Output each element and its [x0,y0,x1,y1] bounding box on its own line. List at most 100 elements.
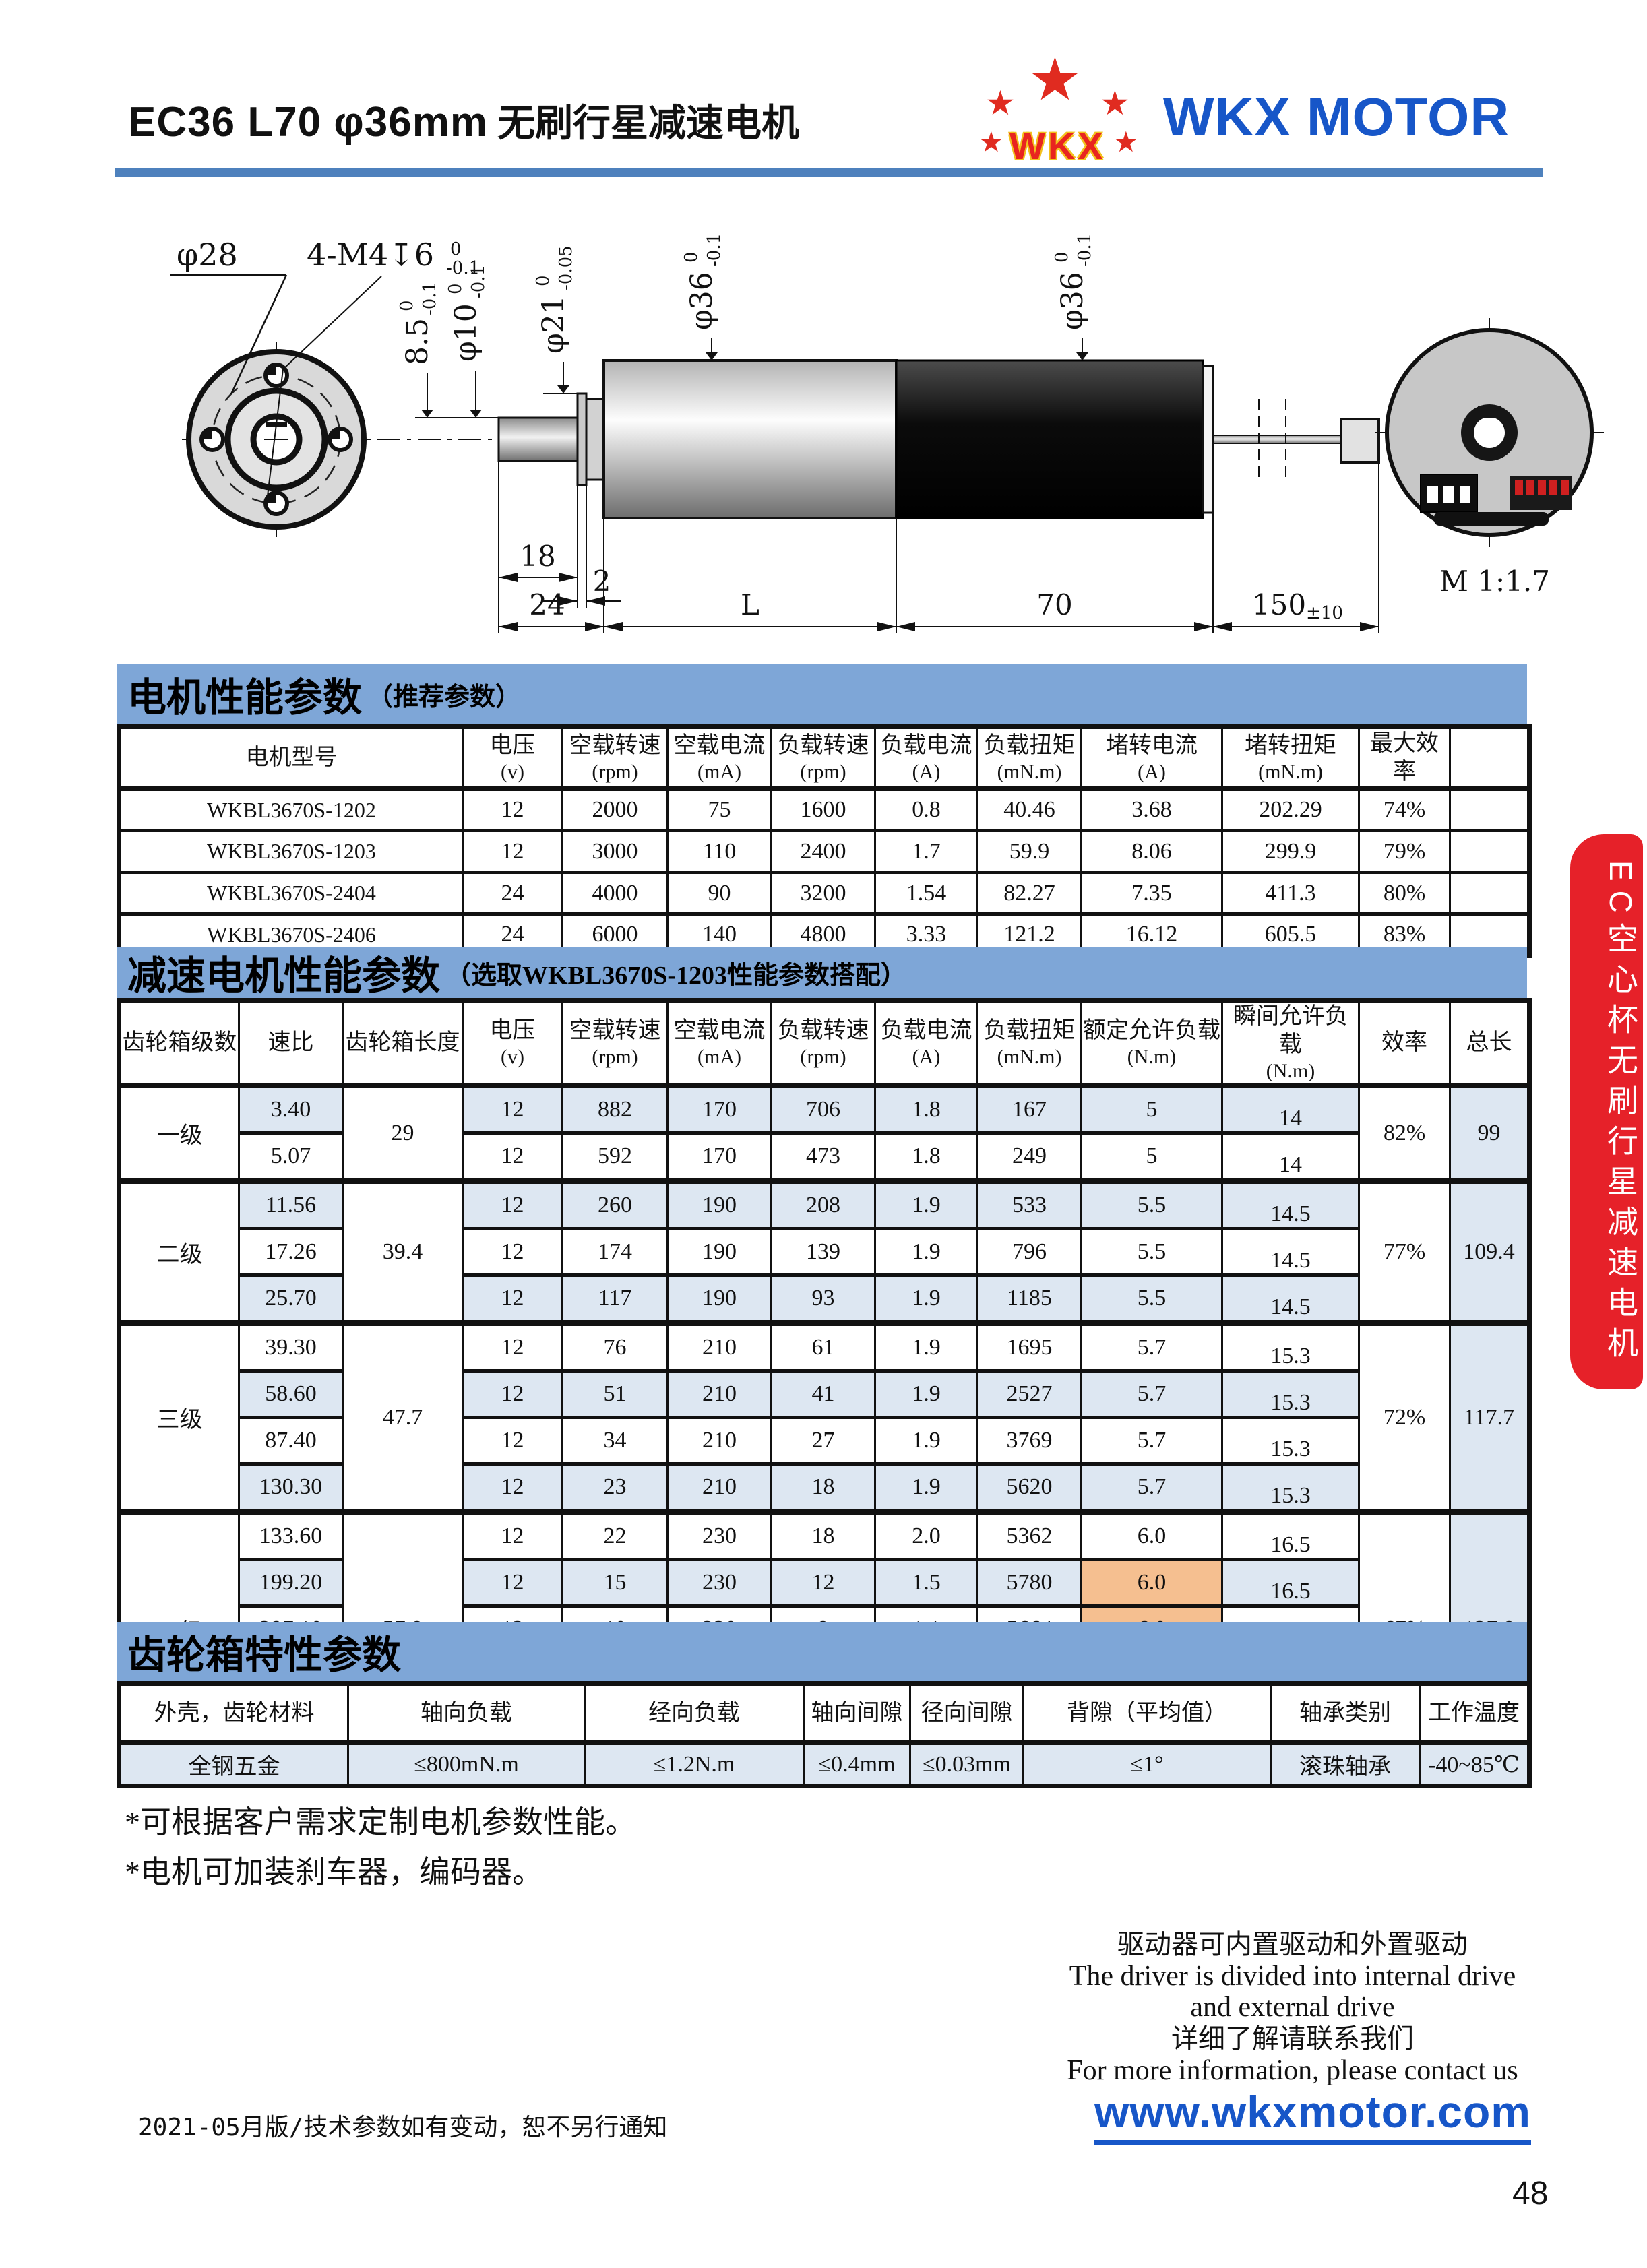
star-icon: ★ [1100,84,1130,122]
table-cell: 3769 [976,1416,1082,1465]
table-cell: 77% [1358,1180,1451,1324]
driver-line: 驱动器可内置驱动和外置驱动 [1117,1929,1468,1959]
table-cell: 117.7 [1449,1322,1530,1513]
svg-text:φ21: φ21 [536,295,571,354]
svg-text:-0.1: -0.1 [1075,233,1095,267]
table-cell: 1.9 [874,1180,978,1230]
table-cell: 1.8 [874,1085,978,1134]
table-cell: 210 [666,1463,772,1515]
section-subtitle: （选取WKBL3670S-1203性能参数搭配） [445,961,907,990]
dim-phi36-gearbox: φ36 0 -0.1 [681,233,724,330]
table-row: 一级 3.40 29 12 882 170 706 1.8 167 5 14 82% 99 [118,1085,1530,1182]
section-band-motor-params: 电机性能参数 （推荐参数） [117,664,1527,724]
table-cell: 5.5 [1080,1274,1223,1326]
table-row: 199.20 12 15 230 12 1.5 5780 6.0 16.5 [119,1558,1530,1607]
section-title: 减速电机性能参数 [127,954,441,998]
column-header: 轴向间隙 [803,1682,911,1745]
table-cell: 0.8 [874,788,978,831]
dim-8-5: 8.5 0 -0.1 [397,282,440,365]
svg-text:-0.1: -0.1 [420,282,440,315]
table-cell: 110 [666,829,772,873]
brand-name: WKX MOTOR [1163,87,1510,147]
table-cell: 72% [1358,1322,1451,1513]
table-cell: 15.3 [1221,1416,1360,1465]
table-cell: ≤800mN.m [347,1742,586,1787]
table-cell: 17.26 [238,1228,344,1276]
table-cell: 592 [561,1132,669,1184]
table-cell: ≤1° [1022,1742,1272,1787]
header-rule [115,168,1543,177]
table-cell: 473 [770,1132,876,1184]
column-header: 总长 [1449,999,1530,1088]
front-view: φ28 4-M4↧6 0 -0.1 [170,237,480,537]
website-link[interactable]: www.wkxmotor.com [1094,2086,1531,2145]
svg-text:φ36: φ36 [1055,272,1090,330]
table-cell: 61 [770,1322,876,1372]
star-icon: ★ [1113,126,1139,158]
column-header: 负载扭矩 (mN.m) [976,726,1082,791]
svg-text:18: 18 [520,540,555,573]
svg-text:0: 0 [681,251,702,263]
table-cell: 202.29 [1221,788,1360,831]
table-cell: 5780 [976,1558,1082,1607]
table-cell: 1.9 [874,1322,978,1372]
table-row: 17.26 12 174 190 139 1.9 796 5.5 14.5 [119,1228,1530,1276]
table-row: 58.60 12 51 210 41 1.9 2527 5.7 15.3 [119,1370,1530,1418]
column-header: 效率 [1358,999,1451,1088]
column-header: 工作温度 [1419,1682,1530,1745]
table-row: 130.30 12 23 210 18 1.9 5620 5.7 15.3 [119,1463,1530,1515]
table-body: 全钢五金 ≤800mN.m ≤1.2N.m ≤0.4mm ≤0.03mm ≤1° 滚珠轴承 -… [118,1742,1530,1787]
svg-text:-0.05: -0.05 [556,245,576,290]
table-cell: 230 [666,1558,772,1607]
table-cell: 5.5 [1080,1228,1223,1276]
table-cell: 12 [462,1370,563,1418]
svg-text:70: 70 [1036,588,1072,621]
table-cell: 12 [462,1558,563,1607]
table-cell: 99 [1449,1085,1530,1182]
column-header: 空载转速 (rpm) [561,999,669,1088]
column-header: 负载电流 (A) [874,999,978,1088]
column-header: 负载扭矩 (mN.m) [976,999,1082,1088]
table-cell: 76 [561,1322,669,1372]
table-row: WKBL3670S-2404 24 4000 90 3200 1.54 82.27 7.35 4… [118,871,1530,915]
table-cell: 15.3 [1221,1463,1360,1515]
table-row: 5.07 12 592 170 473 1.8 249 5 14 [119,1132,1530,1184]
column-header: 负载转速 (rpm) [770,726,876,791]
table-cell: 16.5 [1221,1558,1360,1607]
table-cell: 170 [666,1132,772,1184]
table-cell: 605.5 [1221,913,1360,957]
table-cell: 796 [976,1228,1082,1276]
svg-text:-0.1: -0.1 [468,265,489,298]
table-cell: 80% [1358,871,1451,915]
table-cell: 882 [561,1085,669,1134]
column-header: 齿轮箱级数 [118,999,240,1088]
table-cell: 12 [770,1558,876,1607]
table-cell: 79% [1358,829,1451,873]
column-header: 负载转速 (rpm) [770,999,876,1088]
table-cell: 190 [666,1180,772,1230]
svg-text:0: 0 [445,283,466,294]
table-cell: 533 [976,1180,1082,1230]
table-cell: 1.9 [874,1274,978,1326]
table-cell: 15 [561,1558,669,1607]
column-header: 堵转电流 (A) [1080,726,1223,791]
model-title: EC36 L70 φ36mm [128,99,488,146]
table-cell: 167 [976,1085,1082,1134]
table-cell: 1.5 [874,1558,978,1607]
table-cell: 1.9 [874,1370,978,1418]
table-cell: 5.5 [1080,1180,1223,1230]
table-cell: WKBL3670S-2404 [118,871,464,915]
wkx-logo: ★ ★ ★ ★ ★ WKX [978,50,1154,168]
column-header: 瞬间允许负载 (N.m) [1221,999,1360,1088]
table-cell: WKBL3670S-1202 [118,788,464,831]
table-cell: 24 [462,871,563,915]
column-header: 轴向负载 [347,1682,586,1745]
page-number: 48 [1512,2176,1549,2211]
table-cell: 滚珠轴承 [1270,1742,1421,1787]
table-cell: ≤0.03mm [909,1742,1024,1787]
table-cell: 1.9 [874,1416,978,1465]
table-cell: 12 [462,1228,563,1276]
star-icon: ★ [978,126,1004,158]
table-cell: 12 [462,788,563,831]
table-cell: 5.7 [1080,1416,1223,1465]
